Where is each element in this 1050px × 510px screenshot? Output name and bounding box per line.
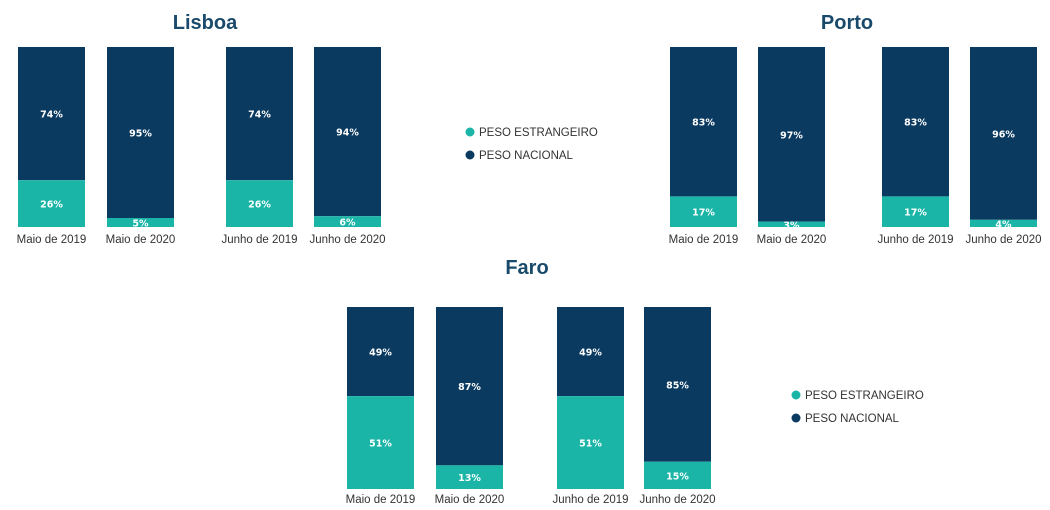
category-label: Maio de 2019 [346, 494, 416, 506]
bar-peso-nacional [436, 307, 503, 466]
chart-title: Faro [505, 257, 548, 279]
bar-group: 85% 15% Junho de 2020 [639, 307, 716, 506]
data-label-estrangeiro: 17% [904, 208, 927, 219]
bar-group: 49% 51% Maio de 2019 [346, 307, 416, 506]
data-label-estrangeiro: 6% [339, 218, 356, 229]
bar-group: 87% 13% Maio de 2020 [435, 307, 505, 506]
data-label-estrangeiro: 26% [40, 200, 63, 211]
bar-peso-estrangeiro [882, 196, 949, 227]
bar-peso-nacional [670, 47, 737, 197]
bar-peso-nacional [107, 47, 174, 218]
chart-porto: Porto 83% 17% Maio de 2019 97% 3% Maio de 2020… [669, 12, 1042, 246]
data-label-estrangeiro: 51% [369, 439, 392, 450]
bar-peso-nacional [347, 307, 414, 397]
bar-peso-estrangeiro [18, 180, 85, 227]
bar-peso-estrangeiro [107, 218, 174, 227]
data-label-estrangeiro: 51% [579, 439, 602, 450]
bar-group: 94% 6% Junho de 2020 [309, 47, 386, 246]
legend-dot-icon [465, 127, 475, 137]
data-label-nacional: 94% [336, 128, 359, 139]
bar-peso-nacional [644, 307, 711, 462]
bar-group: 96% 4% Junho de 2020 [965, 47, 1042, 246]
data-label-estrangeiro: 5% [132, 219, 149, 230]
data-label-estrangeiro: 26% [248, 200, 271, 211]
bar-peso-estrangeiro [226, 180, 293, 227]
category-label: Maio de 2019 [669, 234, 739, 246]
data-label-nacional: 74% [248, 110, 271, 121]
legend-label: PESO NACIONAL [479, 150, 574, 162]
category-label: Maio de 2020 [106, 234, 176, 246]
bar-peso-estrangeiro [314, 216, 381, 227]
data-label-estrangeiro: 13% [458, 473, 481, 484]
chart-lisboa: Lisboa 74% 26% Maio de 2019 95% 5% Maio de 202… [17, 12, 386, 246]
bar-group: 74% 26% Junho de 2019 [221, 47, 298, 246]
bar-peso-nacional [882, 47, 949, 197]
data-label-nacional: 97% [780, 130, 803, 141]
category-label: Junho de 2019 [221, 234, 297, 246]
bar-group: 83% 17% Maio de 2019 [669, 47, 739, 246]
category-label: Maio de 2019 [17, 234, 87, 246]
legend: PESO ESTRANGEIRO PESO NACIONAL [791, 390, 924, 425]
category-label: Maio de 2020 [435, 494, 505, 506]
data-label-nacional: 96% [992, 129, 1015, 140]
bar-peso-estrangeiro [436, 465, 503, 489]
category-label: Junho de 2019 [552, 494, 628, 506]
bar-peso-nacional [314, 47, 381, 217]
data-label-nacional: 74% [40, 110, 63, 121]
data-label-estrangeiro: 17% [692, 208, 715, 219]
chart-faro: Faro 49% 51% Maio de 2019 87% 13% Maio de 2020… [346, 257, 716, 506]
bar-peso-estrangeiro [670, 196, 737, 227]
bar-group: 74% 26% Maio de 2019 [17, 47, 87, 246]
bar-peso-estrangeiro [970, 219, 1037, 227]
data-label-nacional: 95% [129, 129, 152, 140]
bar-peso-nacional [226, 47, 293, 181]
bar-group: 49% 51% Junho de 2019 [552, 307, 629, 506]
bar-peso-nacional [758, 47, 825, 222]
bar-peso-nacional [970, 47, 1037, 220]
bar-peso-estrangeiro [758, 221, 825, 227]
chart-title: Lisboa [173, 12, 238, 34]
bar-peso-estrangeiro [644, 461, 711, 489]
bar-peso-nacional [18, 47, 85, 181]
legend-label: PESO NACIONAL [805, 413, 900, 425]
legend: PESO ESTRANGEIRO PESO NACIONAL [465, 127, 598, 162]
data-label-estrangeiro: 3% [783, 220, 800, 231]
category-label: Junho de 2020 [309, 234, 385, 246]
legend-dot-icon [791, 413, 801, 423]
data-label-nacional: 83% [692, 118, 715, 129]
legend-label: PESO ESTRANGEIRO [479, 127, 598, 139]
bar-peso-nacional [557, 307, 624, 397]
data-label-nacional: 49% [579, 348, 602, 359]
bar-peso-estrangeiro [347, 396, 414, 489]
chart-title: Porto [821, 12, 873, 34]
category-label: Junho de 2020 [639, 494, 715, 506]
bar-group: 97% 3% Maio de 2020 [757, 47, 827, 246]
charts-layer: Lisboa 74% 26% Maio de 2019 95% 5% Maio de 202… [17, 12, 1042, 506]
bar-peso-estrangeiro [557, 396, 624, 489]
legend-label: PESO ESTRANGEIRO [805, 390, 924, 402]
data-label-nacional: 49% [369, 348, 392, 359]
category-label: Junho de 2020 [965, 234, 1041, 246]
data-label-nacional: 87% [458, 382, 481, 393]
bar-group: 83% 17% Junho de 2019 [877, 47, 954, 246]
legend-dot-icon [791, 390, 801, 400]
data-label-nacional: 85% [666, 380, 689, 391]
data-label-estrangeiro: 15% [666, 471, 689, 482]
data-label-estrangeiro: 4% [995, 219, 1012, 230]
data-label-nacional: 83% [904, 118, 927, 129]
category-label: Maio de 2020 [757, 234, 827, 246]
category-label: Junho de 2019 [877, 234, 953, 246]
legend-dot-icon [465, 150, 475, 160]
bar-group: 95% 5% Maio de 2020 [106, 47, 176, 246]
